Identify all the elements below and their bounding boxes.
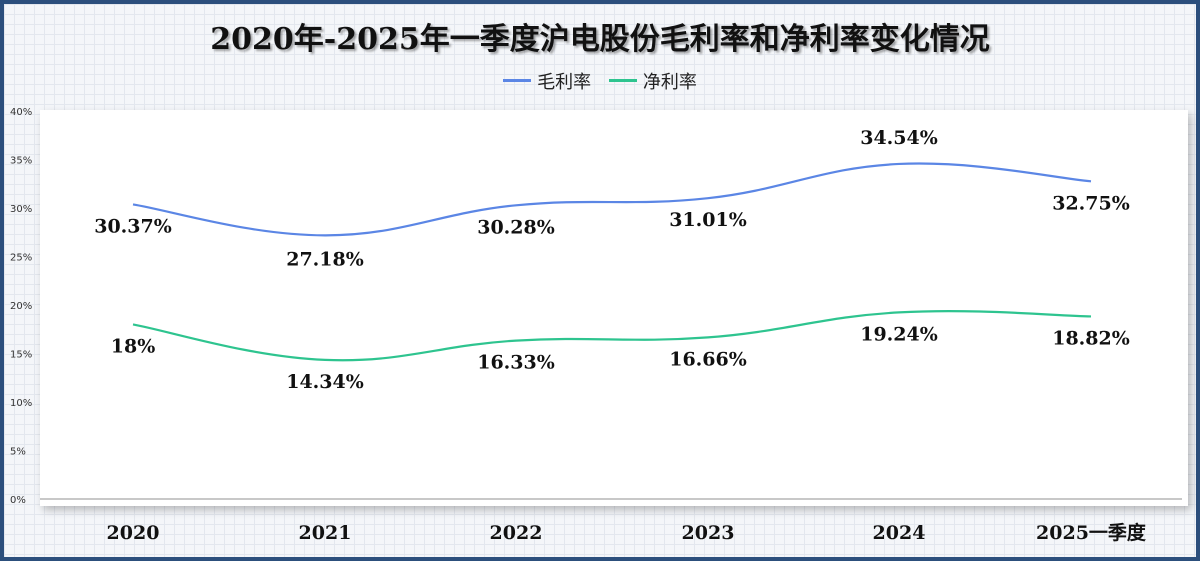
legend: 毛利率 净利率 — [4, 66, 1196, 94]
data-label-gross-margin: 32.75% — [1052, 192, 1130, 214]
data-label-gross-margin: 27.18% — [286, 248, 364, 270]
x-tick-label: 2025一季度 — [1036, 521, 1147, 544]
y-tick-label: 25% — [10, 253, 32, 264]
legend-label-net-margin: 净利率 — [642, 71, 697, 93]
legend-swatch-net-margin — [608, 79, 637, 82]
data-label-net-margin: 19.24% — [860, 323, 938, 345]
y-tick-label: 20% — [10, 301, 32, 312]
x-tick-label: 2024 — [873, 522, 926, 544]
data-label-net-margin: 16.33% — [477, 352, 555, 374]
y-tick-label: 5% — [10, 447, 26, 458]
data-label-net-margin: 14.34% — [286, 371, 364, 393]
legend-item-gross-margin: 毛利率 — [503, 68, 591, 94]
series-line-net-margin — [132, 310, 1092, 362]
legend-swatch-gross-margin — [503, 79, 532, 82]
y-tick-label: 15% — [10, 350, 32, 361]
x-tick-label: 2020 — [107, 522, 160, 544]
legend-label-gross-margin: 毛利率 — [537, 71, 592, 93]
data-label-gross-margin: 34.54% — [860, 127, 938, 149]
data-label-gross-margin: 31.01% — [669, 209, 747, 231]
x-tick-label: 2023 — [682, 522, 735, 544]
data-label-gross-margin: 30.37% — [94, 215, 172, 237]
chart-title: 2020年-2025年一季度沪电股份毛利率和净利率变化情况 — [210, 22, 990, 57]
plot-panel — [40, 110, 1188, 506]
y-tick-label: 35% — [10, 156, 32, 167]
y-tick-label: 30% — [10, 204, 32, 215]
chart-frame: 2020年-2025年一季度沪电股份毛利率和净利率变化情况 毛利率 净利率 — [4, 4, 1196, 557]
y-tick-label: 40% — [10, 107, 32, 118]
y-tick-label: 0% — [10, 495, 26, 506]
y-tick-label: 10% — [10, 398, 32, 409]
data-label-net-margin: 18% — [111, 335, 156, 357]
data-label-net-margin: 18.82% — [1052, 327, 1130, 349]
legend-item-net-margin: 净利率 — [608, 68, 697, 94]
data-label-gross-margin: 30.28% — [477, 216, 555, 238]
series-line-gross-margin — [132, 162, 1092, 237]
data-label-net-margin: 16.66% — [669, 348, 747, 370]
x-tick-label: 2021 — [299, 522, 352, 544]
x-tick-label: 2022 — [490, 522, 543, 544]
